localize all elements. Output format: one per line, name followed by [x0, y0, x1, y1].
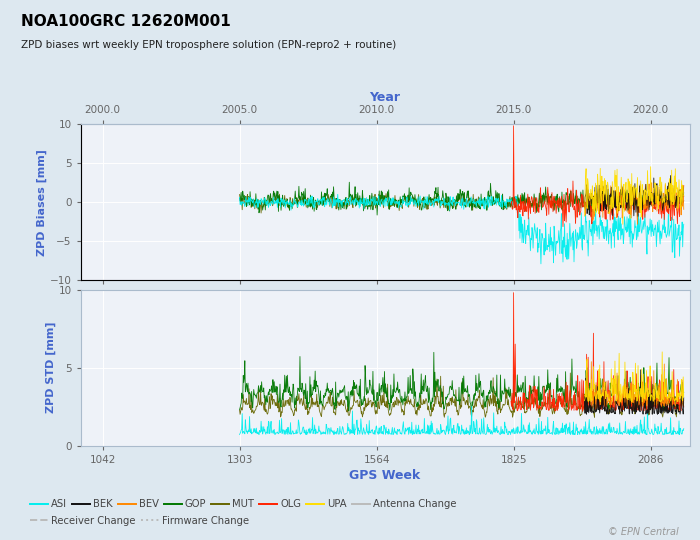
- Text: NOA100GRC 12620M001: NOA100GRC 12620M001: [21, 14, 231, 29]
- X-axis label: Year: Year: [370, 91, 400, 104]
- Text: © EPN Central: © EPN Central: [608, 527, 679, 537]
- Legend: Receiver Change, Firmware Change: Receiver Change, Firmware Change: [26, 511, 253, 530]
- Y-axis label: ZPD Biases [mm]: ZPD Biases [mm]: [36, 148, 47, 255]
- Y-axis label: ZPD STD [mm]: ZPD STD [mm]: [46, 322, 55, 413]
- Legend: ASI, BEK, BEV, GOP, MUT, OLG, UPA, Antenna Change: ASI, BEK, BEV, GOP, MUT, OLG, UPA, Anten…: [26, 495, 461, 514]
- Text: ZPD biases wrt weekly EPN troposphere solution (EPN-repro2 + routine): ZPD biases wrt weekly EPN troposphere so…: [21, 40, 396, 51]
- X-axis label: GPS Week: GPS Week: [349, 469, 421, 482]
